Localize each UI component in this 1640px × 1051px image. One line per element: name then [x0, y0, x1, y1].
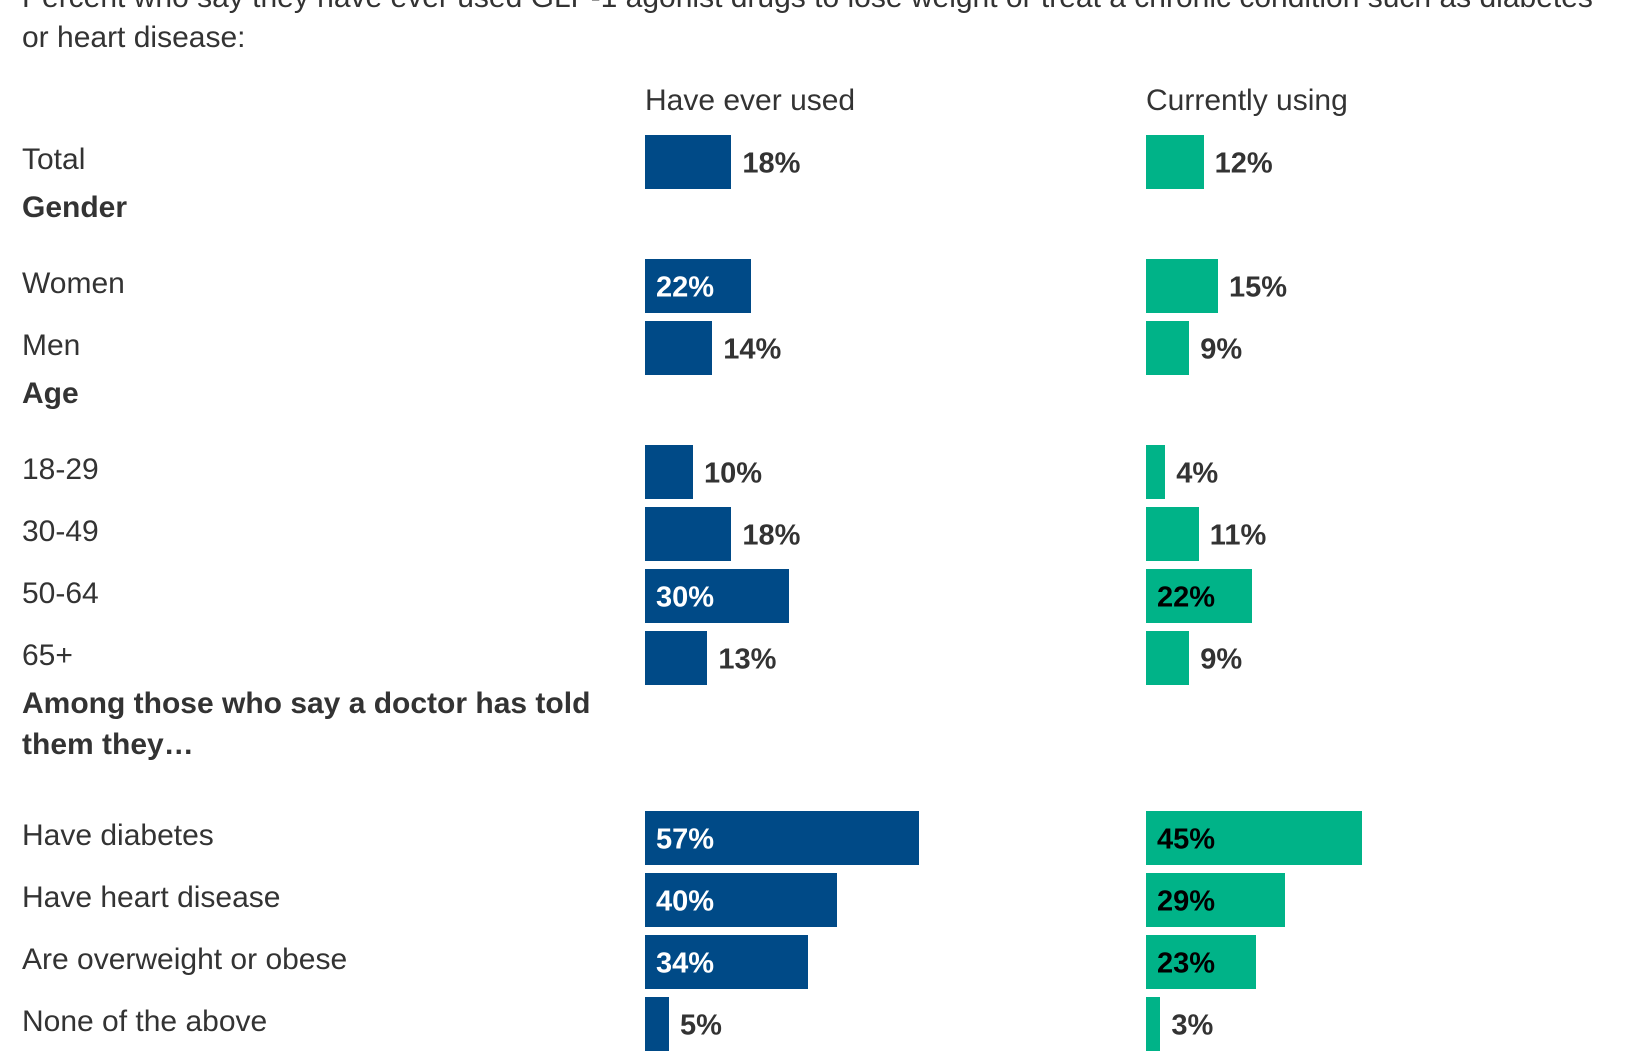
data-label: 9% — [1200, 643, 1243, 676]
row-label: Total — [22, 143, 86, 176]
data-label: 9% — [1200, 333, 1243, 366]
data-label: 12% — [1214, 147, 1273, 180]
bar-ever-used — [645, 997, 669, 1051]
bar-currently-using — [1146, 997, 1161, 1051]
bar-ever-used — [645, 935, 809, 989]
data-label: 5% — [680, 1009, 722, 1042]
data-label: 14% — [723, 333, 782, 366]
data-label: 22% — [656, 271, 715, 304]
row-label: Have diabetes — [22, 819, 214, 852]
data-label: 22% — [1157, 581, 1216, 614]
data-label: 23% — [1157, 947, 1216, 980]
data-label: 15% — [1229, 271, 1288, 304]
data-label: 18% — [742, 147, 801, 180]
data-label: 11% — [1209, 519, 1267, 552]
data-label: 13% — [718, 643, 777, 676]
data-label: 40% — [656, 885, 715, 918]
bar-currently-using — [1146, 873, 1286, 927]
bar-ever-used — [645, 811, 919, 865]
data-label: 30% — [656, 581, 715, 614]
row-label: 50-64 — [22, 577, 99, 610]
bar-ever-used — [645, 631, 708, 685]
group-label: Among those who say a doctor has told th… — [22, 687, 591, 761]
row-label: 18-29 — [22, 453, 99, 486]
data-label: 45% — [1157, 823, 1216, 856]
row-label: Men — [22, 329, 81, 362]
bar-currently-using — [1146, 321, 1190, 375]
bar-ever-used — [645, 507, 732, 561]
row-label: Women — [22, 267, 125, 300]
row-label: Have heart disease — [22, 881, 281, 914]
bar-ever-used — [645, 135, 732, 189]
bar-currently-using — [1146, 935, 1257, 989]
row-label: 30-49 — [22, 515, 99, 548]
bar-currently-using — [1146, 135, 1204, 189]
bar-ever-used — [645, 259, 751, 313]
data-label: 34% — [656, 947, 715, 980]
data-label: 10% — [704, 457, 763, 490]
column-header-currently-using: Currently using — [1146, 84, 1348, 117]
bar-currently-using — [1146, 811, 1362, 865]
data-label: 18% — [742, 519, 801, 552]
bar-currently-using — [1146, 569, 1252, 623]
data-label: 29% — [1157, 885, 1216, 918]
row-label: Are overweight or obese — [22, 943, 348, 976]
bar-currently-using — [1146, 259, 1218, 313]
bar-currently-using — [1146, 507, 1199, 561]
bar-currently-using — [1146, 631, 1190, 685]
bar-ever-used — [645, 873, 837, 927]
bar-ever-used — [645, 445, 693, 499]
column-header-ever-used: Have ever used — [645, 84, 856, 117]
group-label: Gender — [22, 191, 128, 224]
row-label: None of the above — [22, 1005, 268, 1038]
row-label: 65+ — [22, 639, 73, 672]
data-label: 57% — [656, 823, 715, 856]
bar-currently-using — [1146, 445, 1166, 499]
data-label: 3% — [1171, 1009, 1214, 1042]
data-label: 4% — [1176, 457, 1219, 490]
group-label: Age — [22, 377, 79, 410]
bar-ever-used — [645, 569, 789, 623]
chart-title: Percent who say they have ever used GLP-… — [22, 0, 1593, 54]
bar-ever-used — [645, 321, 713, 375]
